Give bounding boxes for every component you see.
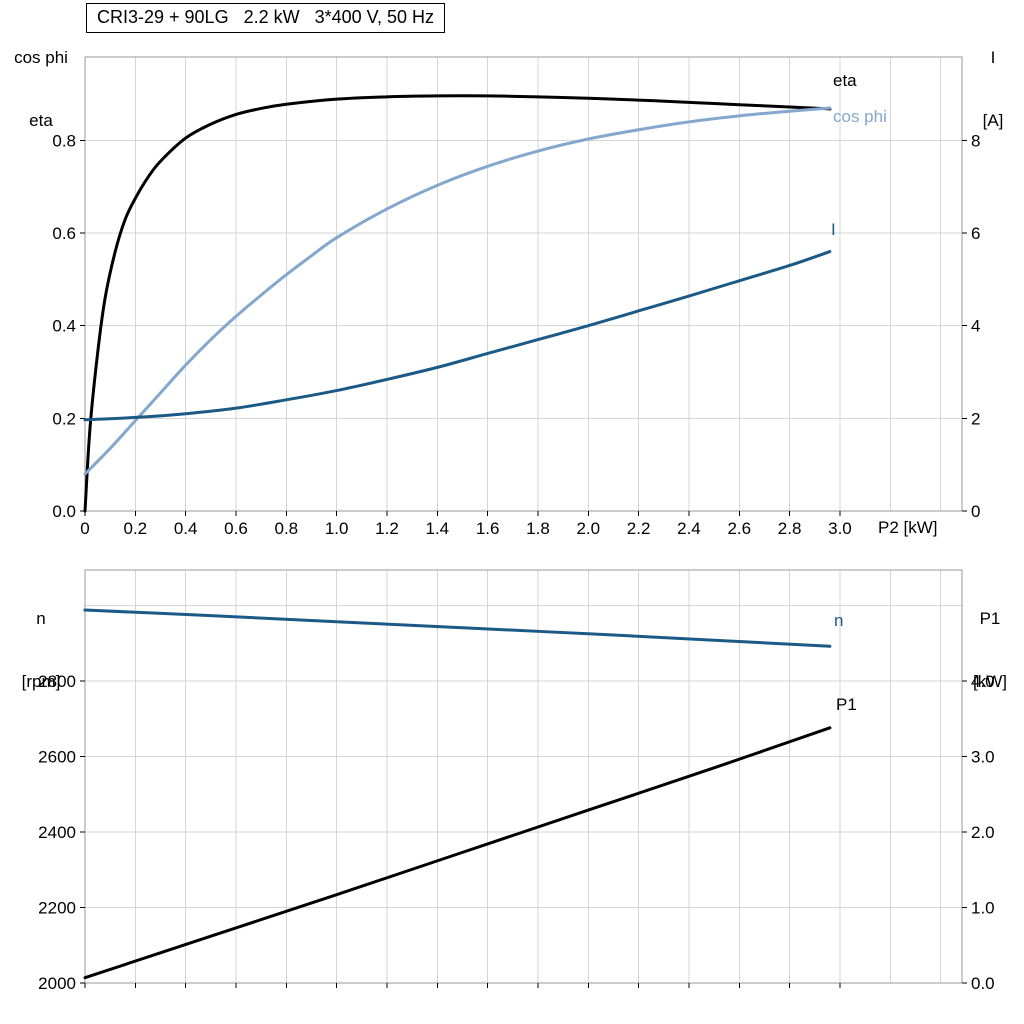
svg-text:4: 4 — [971, 317, 980, 336]
axis-title-p1: P1 — [979, 609, 1001, 628]
series-label-p1: P1 — [836, 695, 857, 714]
svg-text:2.2: 2.2 — [627, 519, 651, 538]
svg-text:1.0: 1.0 — [325, 519, 349, 538]
axis-title-p1-unit: [kW] — [973, 672, 1007, 691]
series-label-speed: n — [834, 611, 844, 630]
svg-text:2.0: 2.0 — [971, 823, 995, 842]
svg-text:2600: 2600 — [38, 747, 76, 766]
svg-text:1.2: 1.2 — [375, 519, 399, 538]
series-label-cos-phi: cos phi — [833, 107, 887, 126]
bottom-left-axis-title: n [rpm] — [0, 566, 82, 734]
svg-text:2.8: 2.8 — [778, 519, 802, 538]
axis-title-cos-phi: cos phi — [14, 48, 68, 67]
svg-text:0: 0 — [80, 519, 89, 538]
svg-text:1.4: 1.4 — [425, 519, 449, 538]
gridlines-0 — [85, 57, 962, 511]
axis-title-speed-unit: [rpm] — [21, 672, 61, 691]
top-right-axis-title: I [A] — [964, 5, 1022, 173]
svg-text:0.2: 0.2 — [52, 409, 76, 428]
axis-title-eta: eta — [29, 111, 53, 130]
svg-text:0.8: 0.8 — [52, 131, 76, 150]
svg-text:2.4: 2.4 — [677, 519, 701, 538]
svg-text:2000: 2000 — [38, 974, 76, 993]
svg-text:0.6: 0.6 — [224, 519, 248, 538]
series-curve-P1 — [83, 726, 832, 980]
series-curve-n — [83, 608, 832, 648]
svg-text:0.2: 0.2 — [124, 519, 148, 538]
svg-text:3.0: 3.0 — [971, 747, 995, 766]
bottom-right-axis-title: P1 [kW] — [958, 566, 1022, 734]
svg-text:2200: 2200 — [38, 899, 76, 918]
x-axis-label: P2 [kW] — [878, 518, 938, 537]
svg-text:1.0: 1.0 — [971, 899, 995, 918]
svg-text:6: 6 — [971, 224, 980, 243]
svg-text:2800: 2800 — [38, 672, 76, 691]
series-label-eta: eta — [833, 71, 857, 90]
axis-title-current-unit: [A] — [982, 111, 1004, 130]
axis-title-current: I — [990, 48, 996, 67]
top-left-axis-title: cos phi eta — [0, 5, 82, 173]
svg-text:3.0: 3.0 — [828, 519, 852, 538]
svg-text:0.0: 0.0 — [52, 502, 76, 521]
svg-text:0.8: 0.8 — [274, 519, 298, 538]
svg-text:1.6: 1.6 — [476, 519, 500, 538]
series-curve-eta — [83, 94, 832, 513]
svg-text:2: 2 — [971, 409, 980, 428]
axis-title-speed: n — [36, 609, 46, 628]
tick-marks-1 — [80, 680, 967, 988]
series-curve-I — [83, 250, 832, 422]
tick-marks-0 — [80, 139, 967, 516]
svg-text:2.6: 2.6 — [727, 519, 751, 538]
series-label-current: I — [831, 220, 836, 239]
svg-text:0: 0 — [971, 502, 980, 521]
svg-text:2.0: 2.0 — [576, 519, 600, 538]
svg-text:0.4: 0.4 — [174, 519, 198, 538]
svg-text:8: 8 — [971, 131, 980, 150]
plot-frame-0 — [84, 56, 963, 512]
svg-text:4.0: 4.0 — [971, 672, 995, 691]
plot-frame-1 — [84, 569, 963, 984]
tick-labels-1: 2000 2200 2400 2600 2800 0.0 1.0 2.0 3.0 4.0 — [38, 672, 994, 993]
svg-text:0.6: 0.6 — [52, 224, 76, 243]
svg-text:0.4: 0.4 — [52, 317, 76, 336]
svg-text:2400: 2400 — [38, 823, 76, 842]
svg-text:0.0: 0.0 — [971, 974, 995, 993]
chart-title-box: CRI3-29 + 90LG 2.2 kW 3*400 V, 50 Hz — [86, 3, 446, 33]
series-curve-cos-phi — [83, 106, 832, 476]
svg-text:1.8: 1.8 — [526, 519, 550, 538]
tick-labels-0: 0 0.2 0.4 0.6 0.8 1.0 1.2 1.4 1.6 1.8 2.0 2.2 2.4 2.6… — [52, 131, 980, 538]
